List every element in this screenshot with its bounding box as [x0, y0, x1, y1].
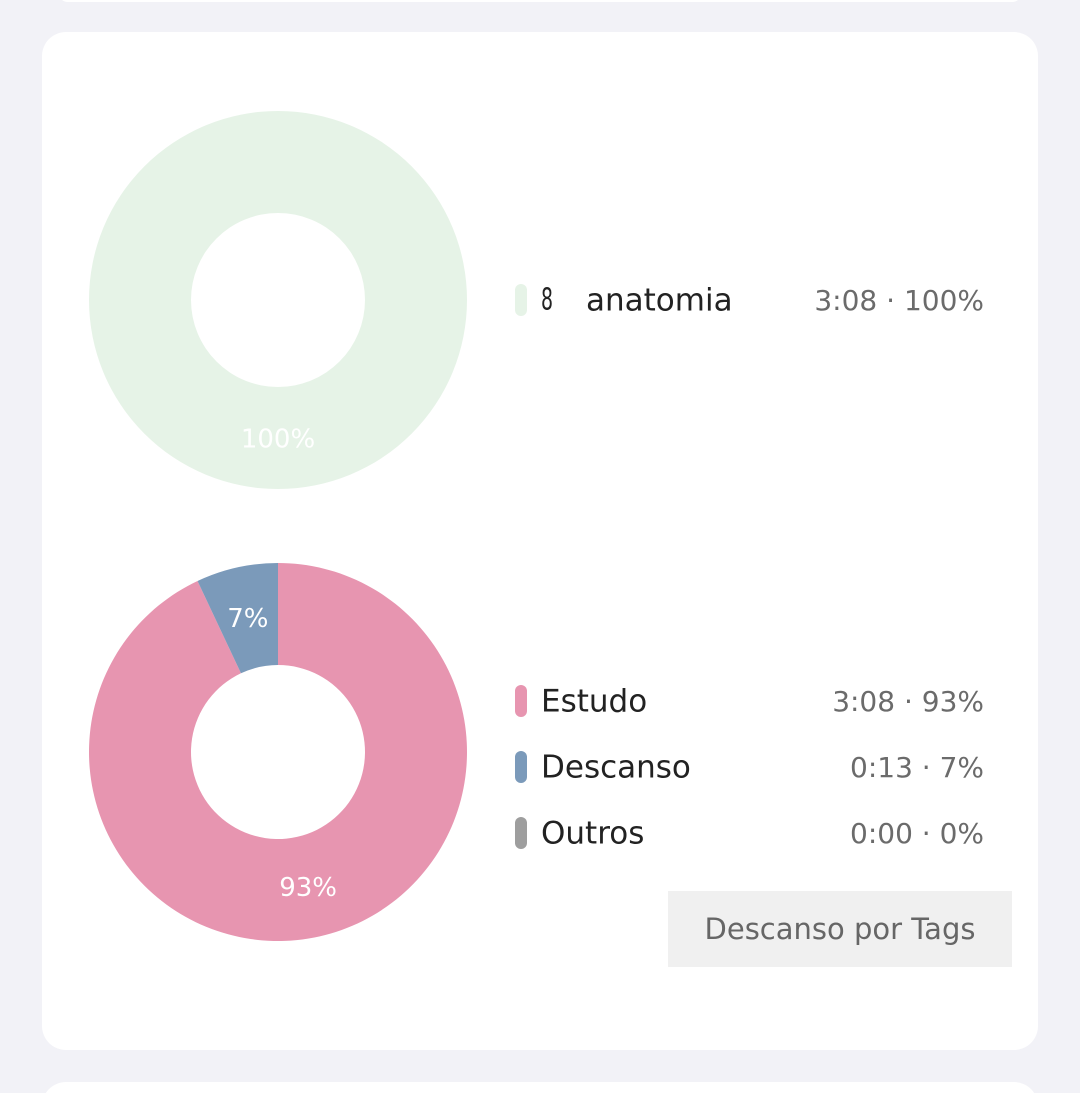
slice-label: 100%: [241, 425, 315, 455]
slice-label: 93%: [279, 873, 337, 903]
legend-detail: 0:00 · 0%: [850, 817, 984, 850]
slice-label: 7%: [227, 604, 268, 634]
donut-slice: [88, 563, 468, 942]
donut-slice: [89, 111, 467, 489]
legend-marker: [515, 685, 527, 717]
donut-slice: [197, 563, 278, 674]
legend-icon: 8: [541, 283, 553, 318]
legend-detail: 3:08 · 93%: [832, 685, 984, 718]
legend-marker: [515, 284, 527, 316]
button[interactable]: Descanso por Tags: [668, 891, 1012, 967]
button-label[interactable]: Descanso por Tags: [705, 912, 976, 946]
card: [42, 32, 1038, 1050]
legend-marker: [515, 751, 527, 783]
previous-card: [62, 0, 1018, 2]
legend-label: anatomia: [586, 283, 733, 319]
legend-marker: [515, 817, 527, 849]
legend-detail: 3:08 · 100%: [814, 284, 984, 317]
legend-label: Descanso: [541, 750, 691, 786]
button-bg[interactable]: [668, 891, 1012, 967]
legend-label: Estudo: [541, 684, 647, 720]
legend-label: Outros: [541, 816, 644, 852]
next-card: [45, 1082, 1035, 1093]
legend-detail: 0:13 · 7%: [850, 751, 984, 784]
